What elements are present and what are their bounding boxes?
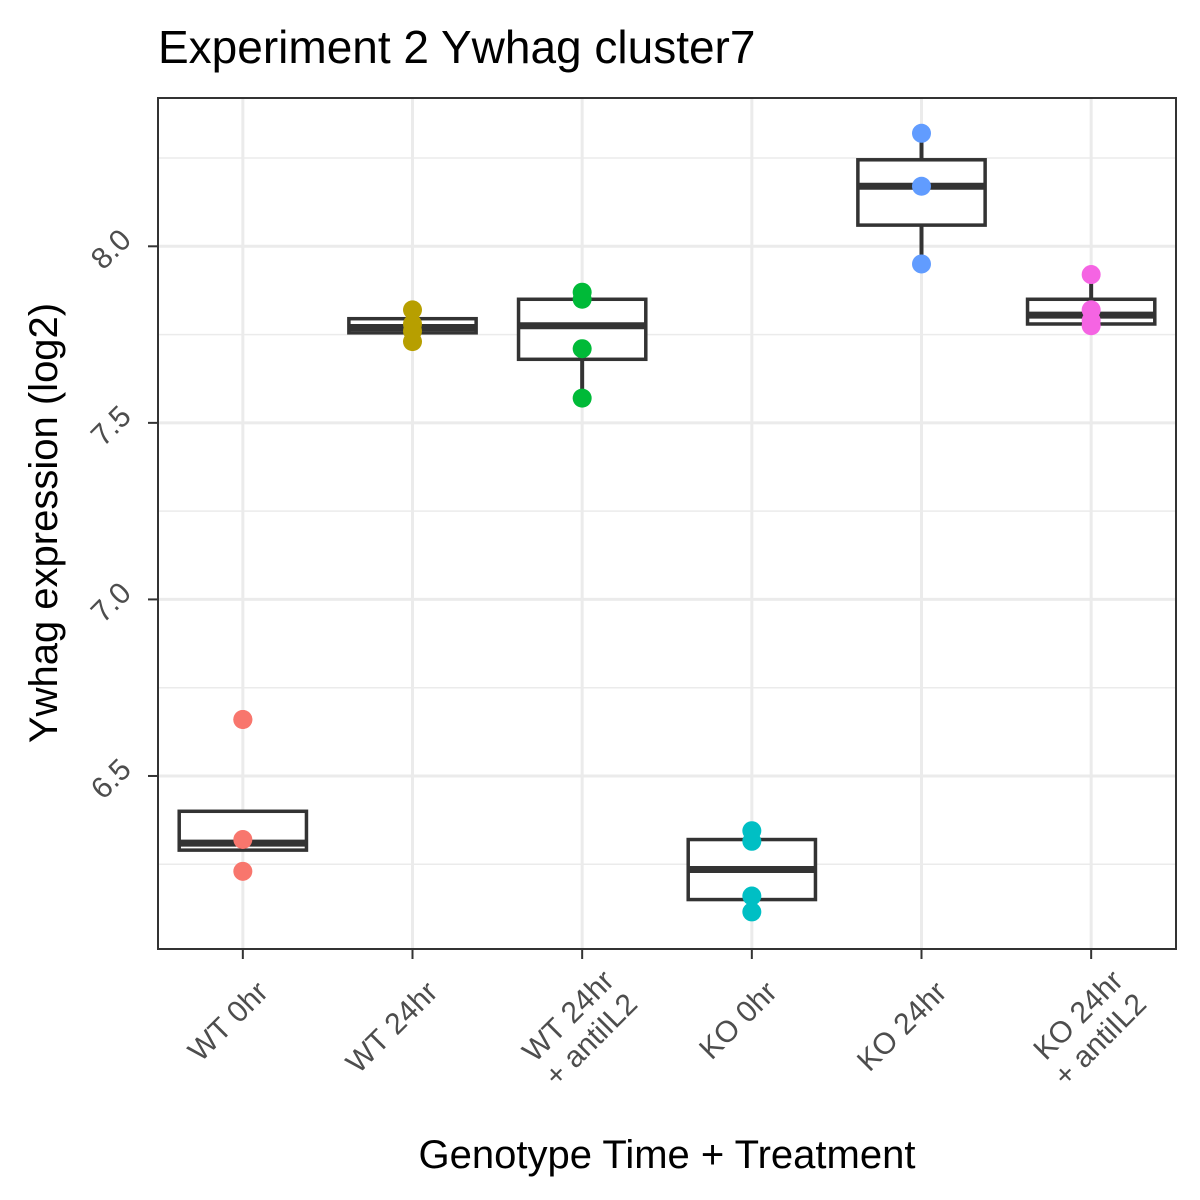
data-point <box>572 388 592 408</box>
data-point <box>572 339 592 359</box>
panel-border <box>157 97 1177 950</box>
data-point <box>912 254 931 274</box>
data-point <box>742 902 762 922</box>
data-point <box>1081 316 1101 336</box>
data-point <box>233 861 253 881</box>
y-axis-title: Ywhag expression (log2) <box>22 303 66 743</box>
data-point <box>403 332 422 352</box>
data-point <box>912 176 931 196</box>
data-point <box>1081 265 1101 285</box>
data-point <box>742 886 762 906</box>
chart-title: Experiment 2 Ywhag cluster7 <box>158 21 755 73</box>
data-point <box>742 831 762 851</box>
data-point <box>572 289 592 309</box>
data-point <box>233 709 253 729</box>
data-point <box>912 123 931 143</box>
data-point <box>233 830 253 850</box>
data-point <box>403 300 422 320</box>
x-axis-title: Genotype Time + Treatment <box>419 1133 916 1177</box>
